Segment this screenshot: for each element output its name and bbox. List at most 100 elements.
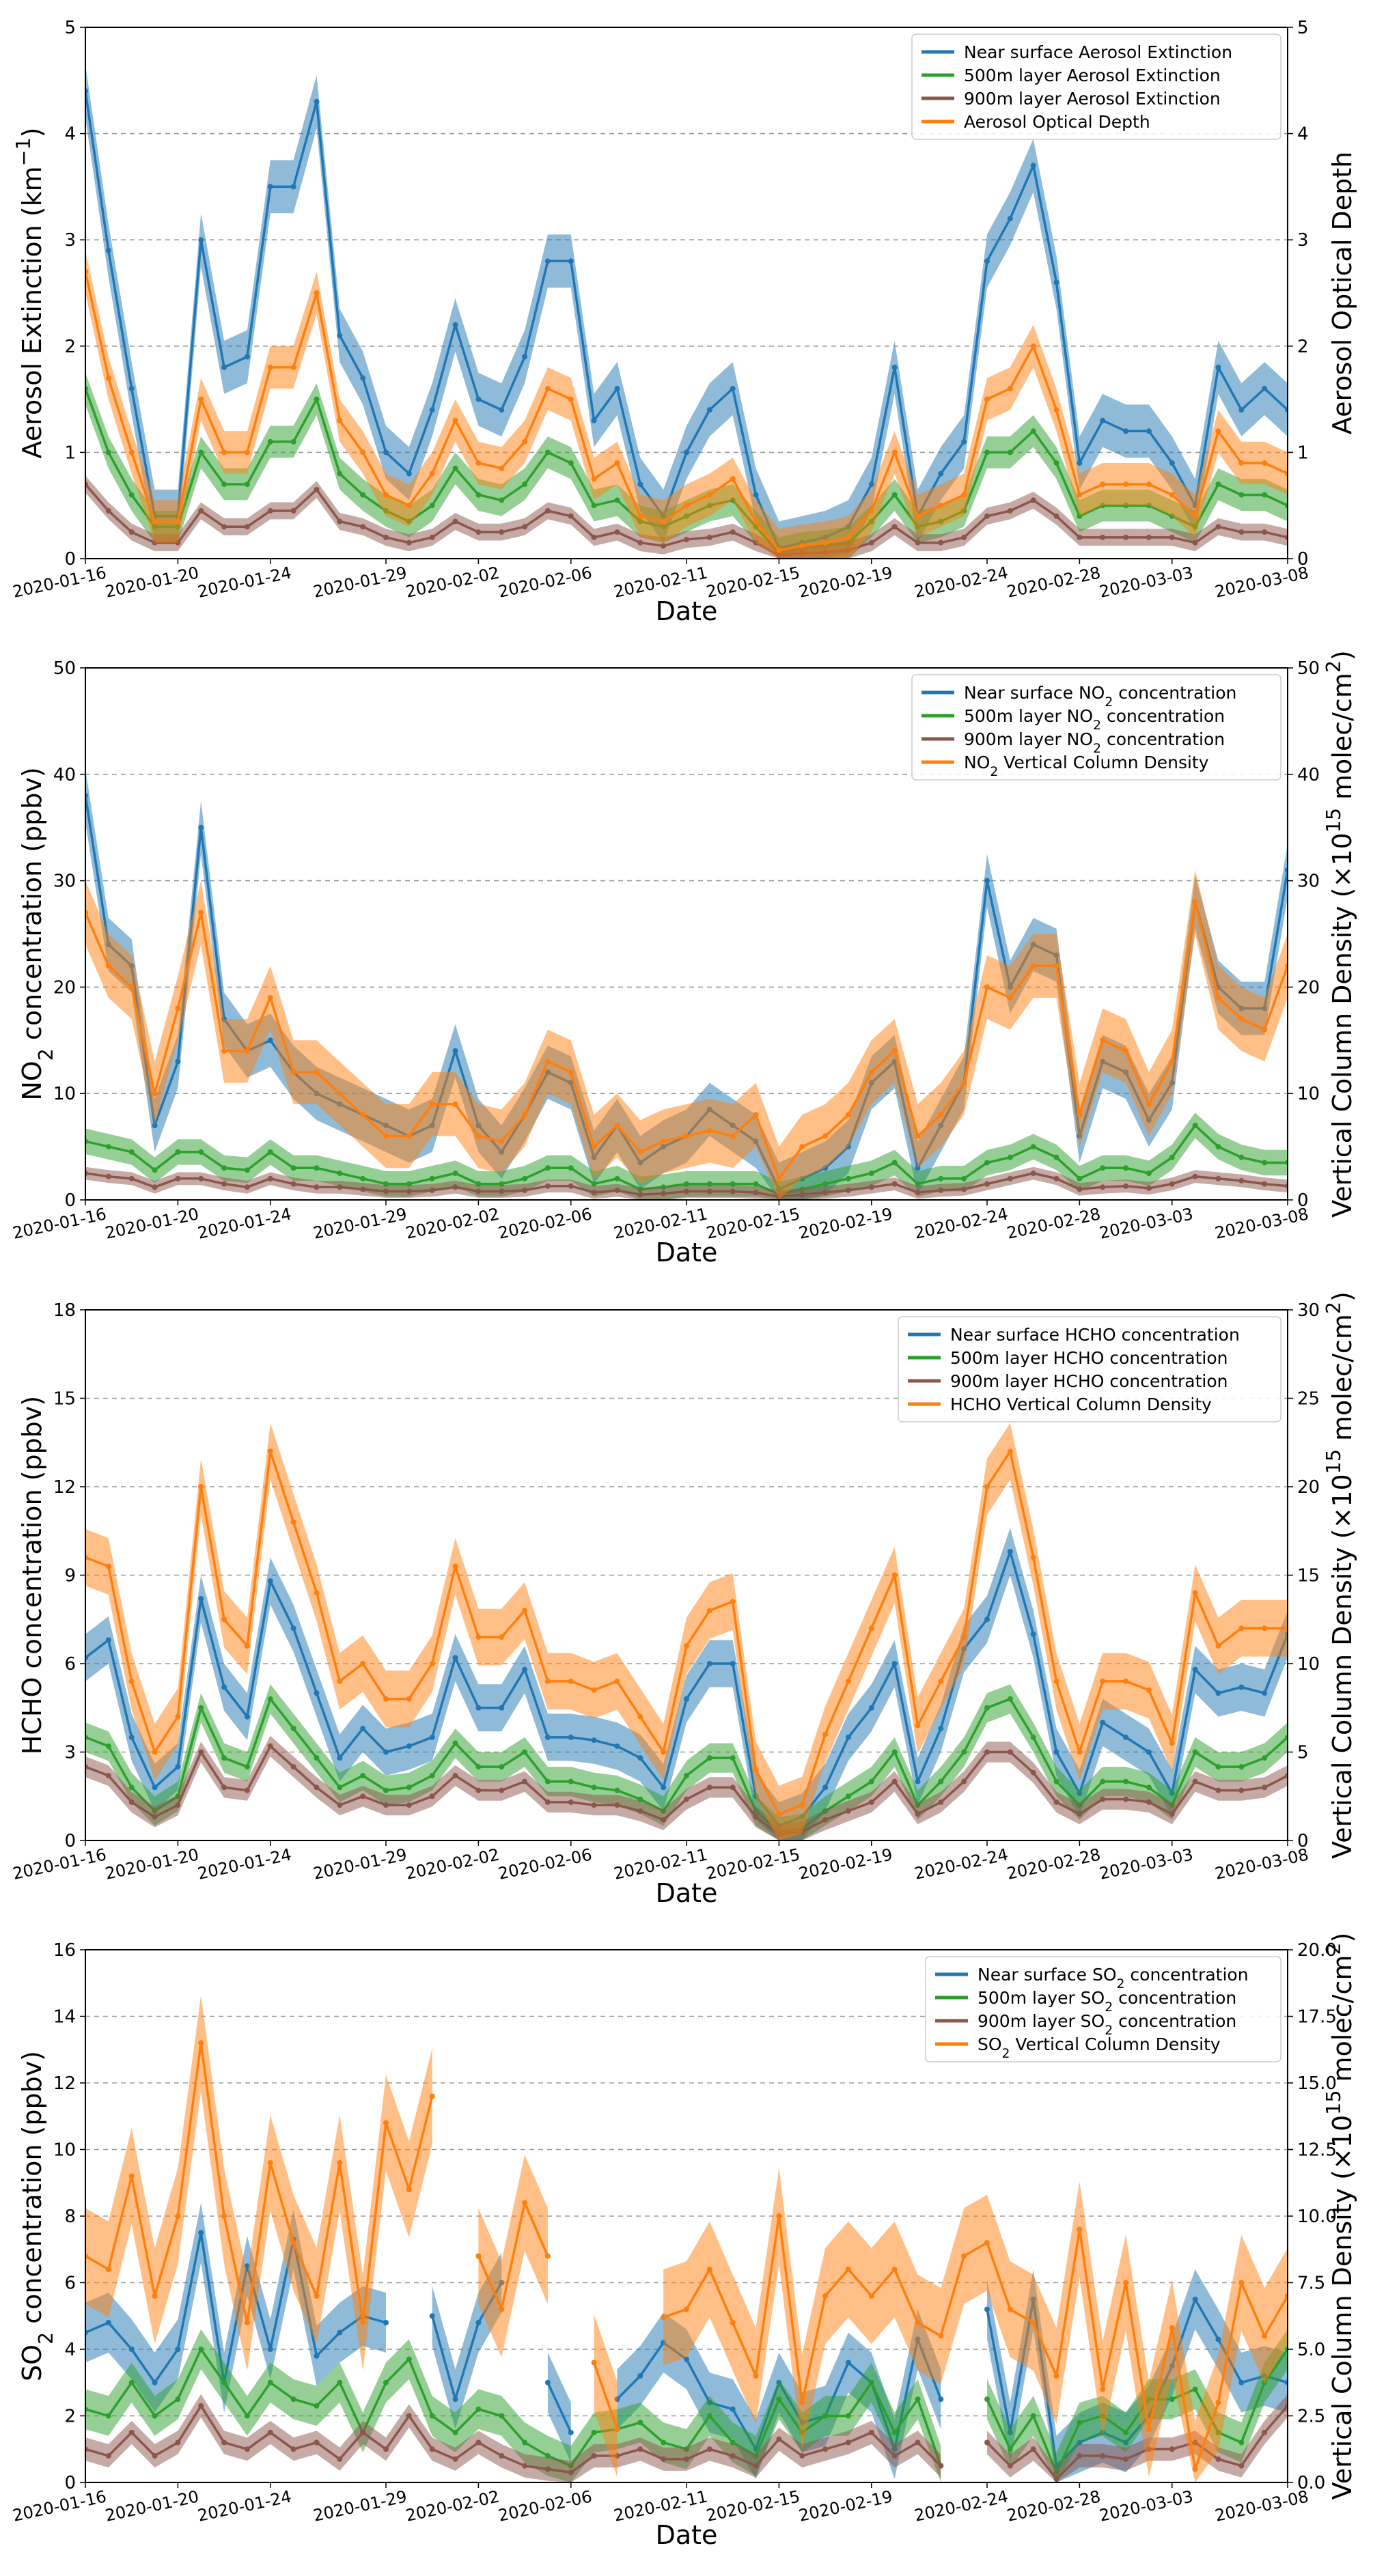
data-point bbox=[1030, 963, 1036, 969]
data-point bbox=[845, 1793, 851, 1800]
data-point bbox=[406, 1743, 412, 1749]
data-point bbox=[360, 1661, 366, 1666]
x-tick-label: 2020-02-06 bbox=[497, 1845, 594, 1883]
data-point bbox=[290, 507, 296, 514]
data-point bbox=[522, 2200, 528, 2206]
data-point bbox=[406, 540, 412, 546]
data-point bbox=[522, 481, 528, 488]
data-point bbox=[1123, 1165, 1129, 1171]
data-point bbox=[938, 2463, 944, 2469]
data-point bbox=[915, 513, 921, 519]
data-point bbox=[499, 497, 505, 503]
data-point bbox=[938, 1175, 944, 1181]
data-point bbox=[221, 1755, 227, 1761]
uncertainty-band bbox=[85, 1528, 1288, 1840]
data-point bbox=[915, 1133, 921, 1139]
data-point bbox=[661, 2439, 667, 2446]
data-point bbox=[614, 1175, 620, 1181]
data-point bbox=[1238, 2439, 1245, 2446]
data-point bbox=[568, 1799, 574, 1805]
data-point bbox=[1308, 449, 1314, 455]
data-point bbox=[868, 507, 874, 514]
data-point bbox=[706, 2267, 712, 2272]
data-point bbox=[753, 1814, 759, 1820]
data-point bbox=[1007, 216, 1013, 222]
data-point bbox=[868, 481, 874, 488]
data-point bbox=[1146, 428, 1152, 434]
data-point bbox=[105, 1563, 111, 1569]
data-point bbox=[1192, 1122, 1198, 1128]
data-point bbox=[1215, 524, 1221, 530]
data-point bbox=[637, 481, 643, 488]
x-axis-label: Date bbox=[656, 1237, 718, 1268]
data-point bbox=[499, 2413, 505, 2419]
data-point bbox=[105, 247, 111, 253]
chart-panel-2: 01020304050010203040502020-01-162020-01-… bbox=[11, 650, 1357, 1268]
y-tick-label: 15 bbox=[53, 1389, 76, 1410]
data-point bbox=[568, 513, 574, 519]
data-point bbox=[314, 396, 320, 402]
y-tick-label: 6 bbox=[64, 1654, 76, 1675]
data-point bbox=[938, 540, 944, 546]
series-4 bbox=[85, 1995, 1288, 2482]
data-point bbox=[221, 481, 227, 488]
data-point bbox=[1030, 1734, 1036, 1740]
data-point bbox=[406, 1784, 412, 1791]
x-tick-label: 2020-02-19 bbox=[797, 563, 894, 601]
data-point bbox=[1123, 428, 1129, 434]
data-point bbox=[290, 438, 296, 445]
data-point bbox=[799, 1802, 805, 1808]
data-point bbox=[475, 396, 482, 402]
y-tick-label: 2 bbox=[64, 2407, 76, 2427]
data-point bbox=[915, 1190, 921, 1196]
data-point bbox=[522, 1112, 528, 1118]
series-line bbox=[85, 1550, 1288, 1828]
data-point bbox=[152, 1784, 158, 1791]
data-point bbox=[868, 1171, 874, 1177]
data-point bbox=[475, 492, 482, 498]
data-point bbox=[544, 2466, 551, 2472]
data-point bbox=[776, 547, 782, 553]
data-point bbox=[1030, 497, 1036, 503]
data-point bbox=[429, 1734, 435, 1740]
legend-entry: Aerosol Optical Depth bbox=[964, 112, 1150, 132]
uncertainty-band bbox=[85, 769, 1288, 1200]
data-point bbox=[1123, 1734, 1129, 1740]
uncertainty-band bbox=[85, 1423, 1288, 1840]
data-point bbox=[337, 1802, 343, 1808]
legend-entry: Near surface Aerosol Extinction bbox=[964, 42, 1232, 62]
data-point bbox=[544, 1734, 551, 1740]
data-point bbox=[1262, 2429, 1268, 2435]
data-point bbox=[128, 1784, 135, 1791]
data-point bbox=[198, 2403, 204, 2409]
data-point bbox=[1308, 503, 1314, 508]
x-tick-label: 2020-03-03 bbox=[1098, 1845, 1195, 1883]
data-point bbox=[961, 438, 967, 445]
data-point bbox=[175, 1005, 181, 1011]
data-point bbox=[915, 2439, 921, 2446]
data-point bbox=[452, 1563, 458, 1569]
data-point bbox=[1308, 1546, 1314, 1552]
data-point bbox=[961, 1634, 967, 1640]
data-point bbox=[499, 1188, 505, 1194]
data-point bbox=[522, 1778, 528, 1784]
data-point bbox=[1077, 534, 1083, 540]
data-point bbox=[221, 1784, 227, 1791]
y-tick-label: 30 bbox=[53, 871, 76, 892]
data-point bbox=[661, 1190, 667, 1196]
uncertainty-band bbox=[987, 2394, 1288, 2482]
data-point bbox=[267, 1578, 273, 1584]
data-point bbox=[591, 534, 597, 540]
data-point bbox=[1100, 534, 1106, 540]
x-tick-label: 2020-03-08 bbox=[1213, 1845, 1310, 1883]
data-point bbox=[152, 1091, 158, 1097]
data-point bbox=[267, 364, 273, 370]
data-point bbox=[152, 2413, 158, 2419]
data-point bbox=[1238, 1016, 1245, 1022]
data-point bbox=[522, 2439, 528, 2446]
data-point bbox=[1146, 1749, 1152, 1755]
data-point bbox=[522, 354, 528, 360]
legend-entry: 500m layer HCHO concentration bbox=[950, 1348, 1228, 1368]
data-point bbox=[475, 1634, 482, 1640]
data-point bbox=[1192, 2466, 1198, 2472]
